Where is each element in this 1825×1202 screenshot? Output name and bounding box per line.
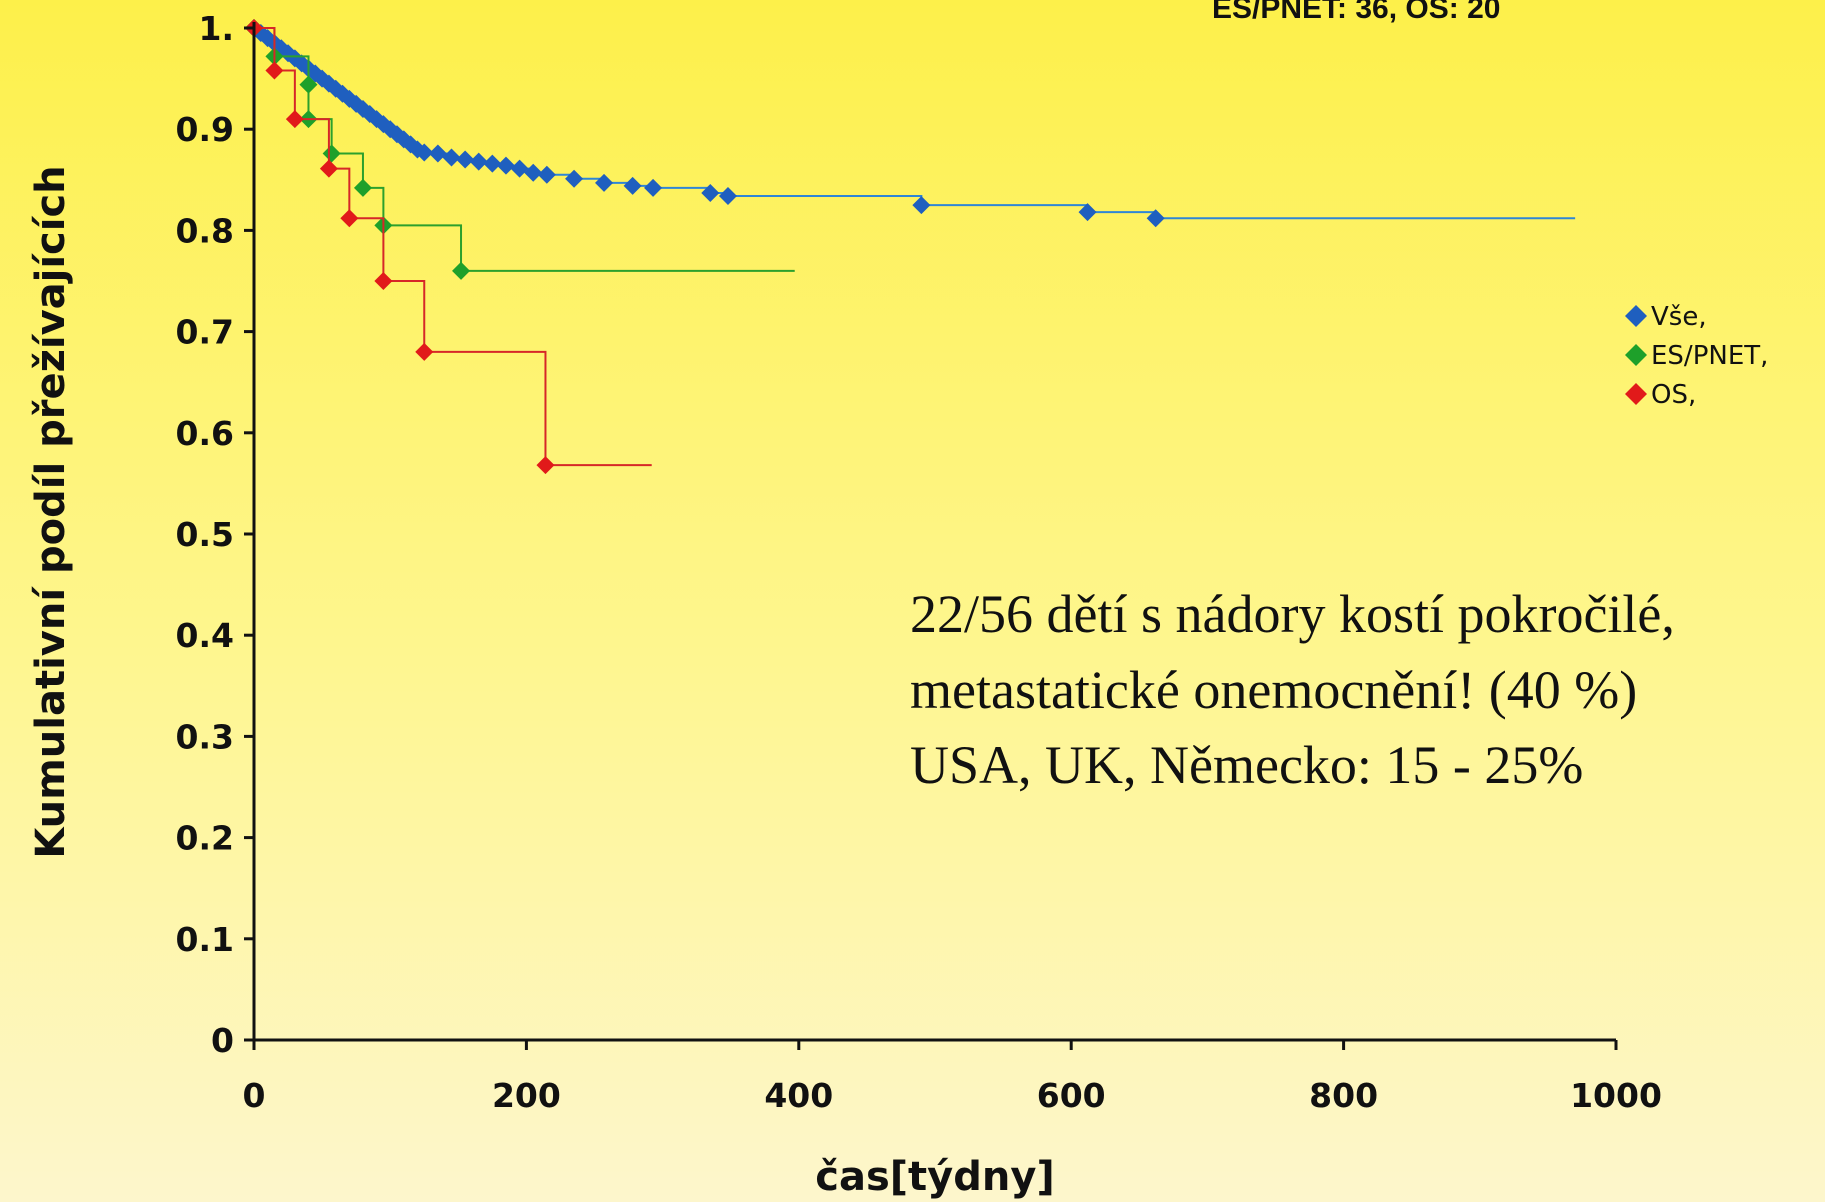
legend: Vše, ES/PNET, OS, [1625,302,1768,410]
data-point [469,152,488,171]
data-point [537,165,556,184]
data-point [428,144,447,163]
data-point [452,261,471,280]
data-point [510,159,529,178]
data-point [442,148,461,167]
data-point [322,144,341,163]
y-tick-label: 0 [211,1021,234,1060]
y-tick-label: 0.2 [176,819,234,858]
series-line [254,27,1576,220]
x-tick-label: 200 [492,1076,561,1115]
axes: 0 0.1 0.2 0.3 0.4 0.5 0.6 0.7 0.8 0.9 1. 0 200 400 60… [176,9,1662,1115]
data-point [483,154,502,173]
legend-label: OS, [1651,380,1696,410]
data-point [1146,209,1165,228]
series-3 [245,19,652,475]
data-point [496,156,515,175]
data-point [374,272,393,290]
data-point [415,143,434,162]
legend-label: ES/PNET, [1651,341,1768,371]
data-point [353,178,372,197]
series-1 [245,19,1576,228]
data-point [285,110,304,129]
data-point [644,178,663,197]
data-point [340,209,359,228]
annotation-line-2: metastatické onemocnění! (40 %) [910,660,1637,720]
y-axis-title: Kumulativní podíl přežívajících [28,165,74,858]
data-point [536,456,555,475]
legend-marker [1625,305,1647,327]
annotation-line-1: 22/56 dětí s nádory kostí pokročilé, [910,584,1675,644]
y-tick-label: 1. [199,9,235,48]
y-tick-label: 0.8 [176,211,234,250]
x-tick-label: 400 [764,1076,833,1115]
legend-label: Vše, [1651,302,1707,332]
y-ticks: 0 0.1 0.2 0.3 0.4 0.5 0.6 0.7 0.8 0.9 1. [176,9,254,1060]
annotation-line-3: USA, UK, Německo: 15 - 25% [910,735,1583,795]
y-tick-label: 0.1 [176,920,234,959]
legend-marker [1625,344,1647,366]
x-axis-title: čas[týdny] [815,1154,1054,1200]
data-point [265,61,284,80]
data-point [415,342,434,361]
legend-marker [1625,383,1647,405]
data-point [701,183,720,202]
y-tick-label: 0.6 [176,414,234,453]
data-point [1078,203,1097,222]
data-point [623,176,642,195]
data-point [524,163,543,182]
x-tick-label: 800 [1309,1076,1378,1115]
y-tick-label: 0.4 [176,616,234,655]
x-tick-label: 1000 [1570,1076,1662,1115]
plot-series [245,19,1576,475]
y-tick-label: 0.3 [176,717,234,756]
header-note: ES/PNET: 36, OS: 20 [1212,0,1500,25]
series-2 [245,19,795,280]
y-tick-label: 0.5 [176,515,234,554]
data-point [565,169,584,188]
data-point [319,159,338,178]
data-point [299,75,318,94]
y-tick-label: 0.9 [176,110,234,149]
y-tick-label: 0.7 [176,313,234,352]
x-tick-label: 600 [1037,1076,1106,1115]
series-line [254,27,652,467]
x-tick-label: 0 [243,1076,266,1115]
annotation: 22/56 dětí s nádory kostí pokročilé, met… [910,584,1675,795]
data-point [595,173,614,192]
x-ticks: 0 200 400 600 800 1000 [243,1040,1662,1115]
data-point [912,196,931,215]
data-point [718,186,737,205]
data-point [456,150,475,169]
